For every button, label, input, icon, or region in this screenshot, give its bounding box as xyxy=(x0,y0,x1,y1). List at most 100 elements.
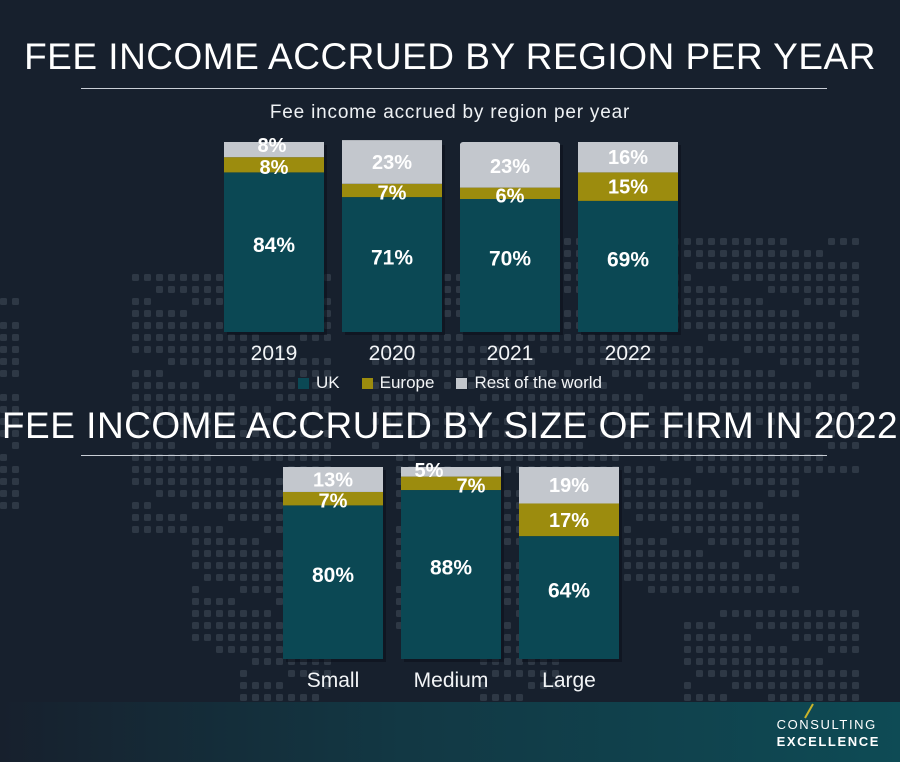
map-dot xyxy=(264,586,271,593)
map-dot xyxy=(540,334,547,341)
map-dot xyxy=(240,370,247,377)
map-dot xyxy=(132,310,139,317)
map-dot xyxy=(132,406,139,413)
map-dot xyxy=(264,406,271,413)
map-dot xyxy=(732,670,739,677)
map-dot xyxy=(840,370,847,377)
map-dot xyxy=(132,466,139,473)
map-dot xyxy=(564,322,571,329)
map-dot xyxy=(600,346,607,353)
map-dot xyxy=(516,694,523,701)
map-dot xyxy=(696,658,703,665)
map-dot xyxy=(756,250,763,257)
map-dot xyxy=(264,418,271,425)
map-dot xyxy=(240,382,247,389)
map-dot xyxy=(792,490,799,497)
map-dot xyxy=(228,634,235,641)
bar-segment xyxy=(283,467,383,492)
bar-group: 71% 7% 23% 2020 xyxy=(342,140,445,365)
map-dot xyxy=(732,262,739,269)
map-dot xyxy=(648,538,655,545)
map-dot xyxy=(192,538,199,545)
map-dot xyxy=(840,430,847,437)
map-dot xyxy=(204,538,211,545)
map-dot xyxy=(228,418,235,425)
map-dot xyxy=(816,250,823,257)
map-dot xyxy=(0,466,7,473)
map-dot xyxy=(804,382,811,389)
map-dot xyxy=(192,334,199,341)
map-dot xyxy=(828,670,835,677)
map-dot xyxy=(780,478,787,485)
map-dot xyxy=(132,502,139,509)
map-dot xyxy=(744,322,751,329)
bar-segment xyxy=(401,476,501,491)
map-dot xyxy=(276,526,283,533)
map-dot xyxy=(180,382,187,389)
region-stacked-bar-chart: 84% 8%8% 2019 71% 7% 23% 2020 70% 6% 23% 2021 69% 15… xyxy=(224,135,681,365)
map-dot xyxy=(732,634,739,641)
map-dot xyxy=(300,430,307,437)
map-dot xyxy=(144,478,151,485)
map-dot xyxy=(504,466,511,473)
map-dot xyxy=(720,670,727,677)
map-dot xyxy=(636,550,643,557)
map-dot xyxy=(144,442,151,449)
map-dot xyxy=(252,610,259,617)
map-dot xyxy=(720,574,727,581)
map-dot xyxy=(756,322,763,329)
map-dot xyxy=(216,406,223,413)
data-label: 16% xyxy=(608,147,648,169)
map-dot xyxy=(840,262,847,269)
map-dot xyxy=(744,610,751,617)
category-tick-label: 2019 xyxy=(251,342,298,365)
map-dot xyxy=(504,538,511,545)
map-dot xyxy=(192,406,199,413)
map-dot xyxy=(12,502,19,509)
map-dot xyxy=(768,490,775,497)
bar-group: 69% 15% 16% 2022 xyxy=(578,142,681,365)
map-dot xyxy=(720,298,727,305)
map-dot xyxy=(276,394,283,401)
map-dot xyxy=(552,442,559,449)
map-dot xyxy=(132,346,139,353)
map-dot xyxy=(264,550,271,557)
data-label: 15% xyxy=(608,177,648,199)
map-dot xyxy=(588,382,595,389)
map-dot xyxy=(732,382,739,389)
map-dot xyxy=(216,490,223,497)
map-dot xyxy=(828,694,835,701)
map-dot xyxy=(240,466,247,473)
map-dot xyxy=(192,622,199,629)
map-dot xyxy=(252,562,259,569)
bar-group: 80% 7%13% Small xyxy=(283,467,386,692)
map-dot xyxy=(228,370,235,377)
map-dot xyxy=(372,382,379,389)
map-dot xyxy=(132,514,139,521)
map-dot xyxy=(252,574,259,581)
map-dot xyxy=(396,394,403,401)
map-dot xyxy=(156,526,163,533)
map-dot xyxy=(672,502,679,509)
map-dot xyxy=(768,682,775,689)
map-dot xyxy=(768,610,775,617)
map-dot xyxy=(168,322,175,329)
map-dot xyxy=(444,334,451,341)
map-dot xyxy=(828,274,835,281)
map-dot xyxy=(708,586,715,593)
map-dot xyxy=(804,358,811,365)
map-dot xyxy=(492,346,499,353)
map-dot xyxy=(804,322,811,329)
map-dot xyxy=(252,430,259,437)
map-dot xyxy=(468,382,475,389)
map-dot xyxy=(744,334,751,341)
map-dot xyxy=(780,310,787,317)
map-dot xyxy=(744,502,751,509)
map-dot xyxy=(132,430,139,437)
map-dot xyxy=(624,334,631,341)
map-dot xyxy=(756,370,763,377)
map-dot xyxy=(276,550,283,557)
map-dot xyxy=(612,406,619,413)
map-dot xyxy=(612,394,619,401)
map-dot xyxy=(804,250,811,257)
